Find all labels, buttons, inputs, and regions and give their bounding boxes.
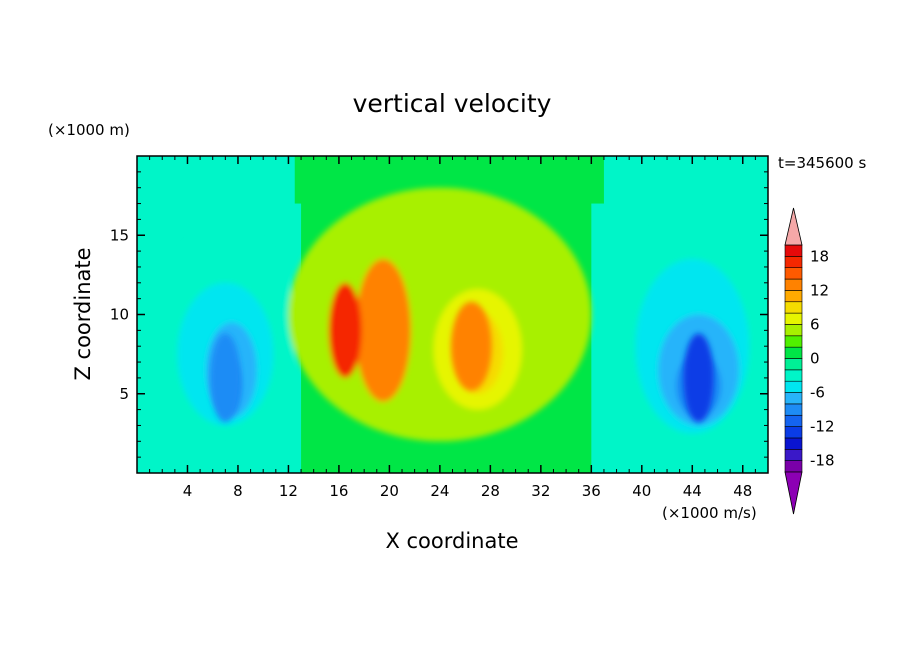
colorbar-tick-label: -6 xyxy=(810,384,825,402)
x-axis-label: X coordinate xyxy=(385,529,518,553)
x-tick-label: 48 xyxy=(733,482,752,500)
colorbar-segment xyxy=(784,312,803,325)
x-tick-label: 8 xyxy=(233,482,243,500)
x-tick-label: 20 xyxy=(380,482,399,500)
colorbar-segment xyxy=(784,256,803,269)
colorbar-segment xyxy=(784,335,803,348)
colorbar-segment xyxy=(784,346,803,359)
colorbar-tick-label: 18 xyxy=(810,247,829,265)
x-tick-label: 44 xyxy=(683,482,702,500)
colorbar-units-label: (×1000 m/s) xyxy=(662,504,757,522)
colorbar-segment xyxy=(784,392,803,405)
x-tick-label: 12 xyxy=(279,482,298,500)
colorbar: 18 12 6 0 -6 -12 -18 xyxy=(784,207,835,515)
colorbar-segment xyxy=(784,278,803,291)
feature-peak-2 xyxy=(683,333,714,423)
colorbar-tick-label: 0 xyxy=(810,350,820,368)
colorbar-segment xyxy=(784,448,803,461)
chart-title: vertical velocity xyxy=(353,89,552,118)
colorbar-under-arrow xyxy=(784,471,803,515)
x-tick-label: 32 xyxy=(531,482,550,500)
x-tick-label: 4 xyxy=(183,482,193,500)
colorbar-segment xyxy=(784,244,803,257)
time-label: t=345600 s xyxy=(778,154,866,172)
x-axis-ticks: 4 8 12 16 20 24 28 32 36 40 44 48 xyxy=(149,156,756,500)
colorbar-segment xyxy=(784,301,803,314)
colorbar-tick-label: 12 xyxy=(810,281,829,299)
x-tick-label: 28 xyxy=(481,482,500,500)
feature-peak-1 xyxy=(210,333,241,423)
y-tick-label: 10 xyxy=(110,306,129,324)
x-tick-label: 36 xyxy=(582,482,601,500)
y-tick-label: 5 xyxy=(119,385,129,403)
contour-region-14 xyxy=(355,259,411,402)
feature-peak-0 xyxy=(451,301,492,391)
x-tick-label: 40 xyxy=(632,482,651,500)
colorbar-segment xyxy=(784,437,803,450)
colorbar-segment xyxy=(784,267,803,280)
colorbar-segment xyxy=(784,358,803,371)
colorbar-tick-label: -18 xyxy=(810,452,835,470)
colorbar-segment xyxy=(784,290,803,303)
colorbar-tick-label: 6 xyxy=(810,315,820,333)
colorbar-segment xyxy=(784,426,803,439)
colorbar-segment xyxy=(784,460,803,473)
y-axis-ticks: 5 10 15 xyxy=(110,171,768,458)
x-tick-label: 16 xyxy=(329,482,348,500)
y-tick-label: 15 xyxy=(110,226,129,244)
y-axis-label: Z coordinate xyxy=(71,247,95,380)
colorbar-tick-label: -12 xyxy=(810,418,835,436)
colorbar-segment xyxy=(784,380,803,393)
contour-field xyxy=(137,156,768,473)
colorbar-segment xyxy=(784,369,803,382)
colorbar-over-arrow xyxy=(784,207,803,246)
colorbar-segment xyxy=(784,414,803,427)
contour-region-15 xyxy=(328,282,362,378)
colorbar-segment xyxy=(784,324,803,337)
y-units-label: (×1000 m) xyxy=(48,121,130,139)
colorbar-segment xyxy=(784,403,803,416)
x-tick-label: 24 xyxy=(430,482,449,500)
